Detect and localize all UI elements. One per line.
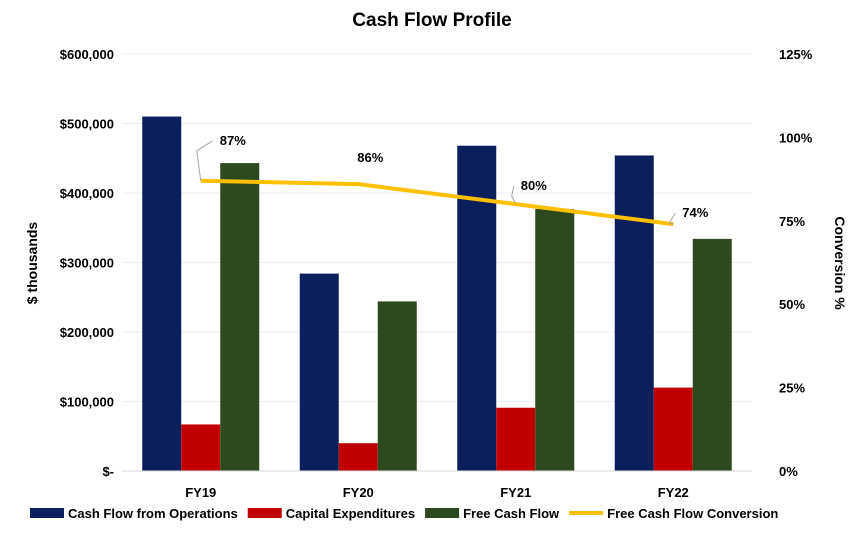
x-tick-label: FY20 xyxy=(343,485,374,500)
data-labels: 87% 86% 80% 74% xyxy=(196,133,709,225)
data-label: 86% xyxy=(357,150,383,165)
leader-line xyxy=(511,186,517,205)
y-axis-title: $ thousands xyxy=(24,222,40,305)
conversion-line-path xyxy=(200,178,674,227)
y2-tick-label: 50% xyxy=(779,297,805,312)
axes: $- $100,000 $200,000 $300,000 $400,000 $500,0… xyxy=(60,47,813,500)
bar-cash-flow-from-operations-fy21 xyxy=(457,145,497,472)
y-tick-label: $100,000 xyxy=(60,395,114,410)
y-tick-label: $400,000 xyxy=(60,186,114,201)
y2-tick-label: 0% xyxy=(779,464,798,479)
x-tick-label: FY21 xyxy=(500,485,531,500)
y2-tick-label: 75% xyxy=(779,214,805,229)
legend-free-cash-flow-label: Free Cash Flow xyxy=(463,506,560,521)
bars xyxy=(142,116,732,472)
y-tick-label: $300,000 xyxy=(60,256,114,271)
legend: Cash Flow from Operations Capital Expendi… xyxy=(30,506,778,521)
y-tick-label: $200,000 xyxy=(60,325,114,340)
legend-free-cash-flow-swatch xyxy=(425,508,460,518)
x-tick-label: FY19 xyxy=(185,485,216,500)
y2-tick-label: 100% xyxy=(779,130,813,145)
data-label: 80% xyxy=(521,178,547,193)
chart-title: Cash Flow Profile xyxy=(352,10,511,31)
leader-line xyxy=(196,140,214,181)
legend-capital-expenditures-swatch xyxy=(247,508,282,518)
legend-capital-expenditures-label: Capital Expenditures xyxy=(286,506,415,521)
leader-line xyxy=(668,212,676,225)
conversion-line xyxy=(200,178,674,227)
gridlines xyxy=(122,53,752,402)
y-tick-label: $- xyxy=(102,464,114,479)
data-label: 74% xyxy=(682,205,708,220)
bar-free-cash-flow-fy22 xyxy=(692,238,732,471)
bar-cash-flow-from-operations-fy22 xyxy=(614,155,654,471)
bar-capital-expenditures-fy19 xyxy=(181,424,221,471)
bar-free-cash-flow-fy21 xyxy=(535,208,575,472)
y2-tick-label: 25% xyxy=(779,381,805,396)
bar-capital-expenditures-fy20 xyxy=(338,443,378,471)
bar-free-cash-flow-fy19 xyxy=(220,163,260,472)
legend-cash-flow-from-operations-swatch xyxy=(30,508,64,518)
bar-cash-flow-from-operations-fy20 xyxy=(299,273,339,471)
legend-cash-flow-from-operations-label: Cash Flow from Operations xyxy=(68,506,238,521)
x-tick-label: FY22 xyxy=(658,485,689,500)
data-label: 87% xyxy=(220,133,246,148)
y2-tick-label: 125% xyxy=(779,47,813,62)
y-tick-label: $600,000 xyxy=(60,47,114,62)
legend-free-cash-flow-conversion-label: Free Cash Flow Conversion xyxy=(607,506,778,521)
y-tick-label: $500,000 xyxy=(60,117,114,132)
bar-capital-expenditures-fy21 xyxy=(496,407,536,471)
bar-capital-expenditures-fy22 xyxy=(653,387,693,471)
bar-free-cash-flow-fy20 xyxy=(377,301,417,471)
y2-axis-title: Conversion % xyxy=(832,216,848,310)
bar-cash-flow-from-operations-fy19 xyxy=(142,116,182,472)
